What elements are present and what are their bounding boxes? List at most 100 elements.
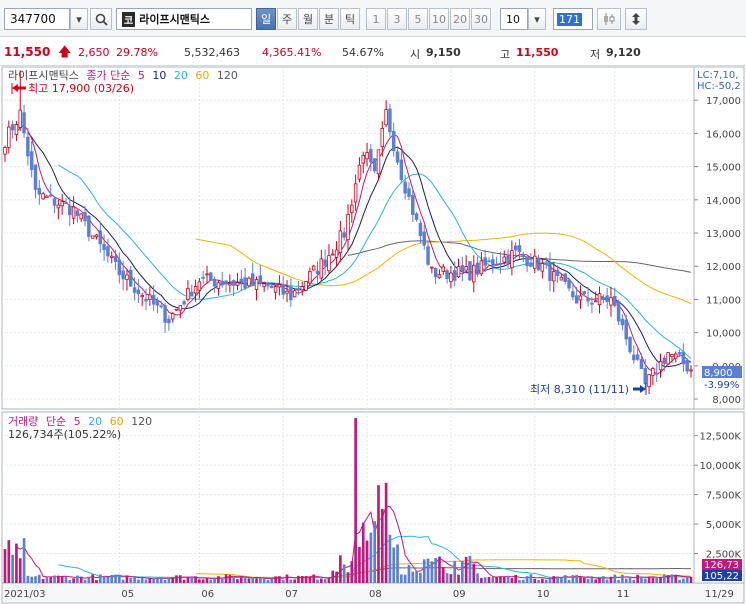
stock-name-box[interactable]: 코 라이프시맨틱스 [116,8,252,30]
stock-chart[interactable]: 17,000 16,000 15,000 14,000 13,000 12,000 11,0… [0,66,746,604]
volume-bar [552,576,556,583]
volume-panel[interactable] [1,411,695,584]
volume-legend-ma5: 5 [74,415,81,428]
volume-ma120-line [347,567,691,576]
volume-rate: 4,365.41% [262,46,322,59]
code-dropdown-button[interactable]: ▾ [70,8,88,30]
volume-bar [369,532,373,583]
candle-body [228,283,232,286]
candle-body [510,250,514,269]
price-panel[interactable] [1,66,695,410]
volume-bar [7,540,11,583]
minute-tab-30[interactable]: 30 [471,8,491,30]
candle-body [270,285,274,289]
candle-body [403,181,407,194]
candle-body [628,336,632,353]
candle-body [475,262,480,275]
candle-body [243,277,247,289]
price-grid [2,99,694,400]
volume-bar [217,576,220,583]
volume-bar [163,579,167,583]
volume-bar [79,576,83,583]
minute-tab-5[interactable]: 5 [408,8,428,30]
count-select[interactable]: 10 [500,8,528,30]
volume-bar [541,578,544,583]
candle-body [593,300,598,303]
volume-bar [594,579,598,583]
search-button[interactable] [90,8,112,30]
candle-body [170,313,175,320]
candle-body [544,262,548,265]
volume-bar [563,575,567,583]
count-dropdown-button[interactable]: ▾ [528,8,546,30]
candle-body [87,215,91,237]
bar-count-input[interactable]: 171 [553,8,593,30]
candle-body [132,287,137,293]
vertical-scale-button[interactable] [625,8,647,30]
low-annotation-text: 최저 8,310 (11/11) [530,383,629,396]
candle-body [323,259,327,267]
candle-body [639,359,644,370]
candle-body [433,267,438,278]
candle-body [521,254,526,258]
candle-body [26,136,30,157]
volume-bar [491,577,495,583]
candle-body [121,270,125,280]
candle-body [456,266,461,278]
candle-body [380,128,385,148]
volume-bar [201,579,205,583]
candle-body [216,282,221,289]
candle-body [666,352,670,365]
minute-tab-20[interactable]: 20 [450,8,470,30]
volume-bar [300,576,304,583]
candle-body [311,265,316,271]
price-tick-label: 15,000 [706,163,741,174]
chart-type-button[interactable] [597,8,621,30]
volume-bar [182,579,186,583]
volume-bar [98,574,102,583]
candle-body [71,206,76,219]
candle-body [674,353,678,359]
volume-bar [243,575,247,583]
volume-bar [350,561,354,583]
period-tab-3[interactable]: 분 [319,8,339,30]
period-tab-2[interactable]: 월 [298,8,318,30]
candle-body [22,112,26,134]
legend-ma20: 20 [174,69,188,82]
price-tick-label: 16,000 [706,129,741,140]
candle-body [567,279,571,289]
minute-tab-10[interactable]: 10 [429,8,449,30]
volume-tag [702,559,742,570]
candle-body [60,201,64,207]
volume-bar [537,580,540,583]
minute-tab-3[interactable]: 3 [387,8,407,30]
x-ticks: 2021/03 05 06 07 08 09 10 11 11/29 [4,67,734,600]
candle-body [163,305,167,323]
minute-tab-1[interactable]: 1 [366,8,386,30]
stock-code-input[interactable]: 347700 [4,8,70,30]
volume-bar [571,575,575,583]
volume-bar [190,576,194,583]
bar-count-value: 171 [557,12,582,26]
volume-bar [117,574,121,583]
candle-body [186,287,190,300]
period-tab-1[interactable]: 주 [277,8,297,30]
volume-bar [137,579,140,583]
candle-body [582,291,587,295]
candle-body [18,109,22,128]
candle-body [613,296,617,306]
candle-body [601,297,606,300]
candle-body [174,308,179,311]
volume-bar [548,577,552,583]
volume-bar [476,573,479,583]
period-tab-4[interactable]: 틱 [340,8,360,30]
candle-body [635,354,640,360]
volume-bar [510,578,514,583]
volume-bar [64,576,68,583]
volume-bar [209,579,213,583]
volume-bar [95,579,98,583]
period-tab-0[interactable]: 일 [256,8,276,30]
candle-body [350,204,354,214]
high-annotation-text: 최고 17,900 (03/26) [28,82,134,95]
legend-ma5: 5 [138,69,145,82]
